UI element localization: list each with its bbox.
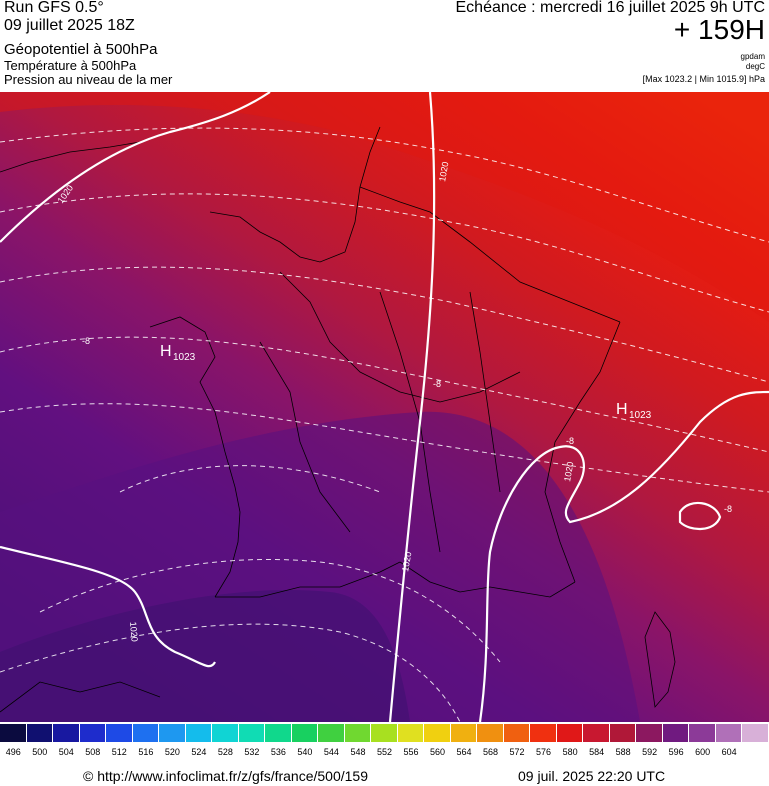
color-scale: [0, 724, 769, 744]
color-swatch: [397, 724, 425, 742]
high-pressure-symbol: H: [616, 401, 628, 418]
color-swatch: [238, 724, 266, 742]
color-scale-tick: 556: [403, 747, 419, 757]
color-scale-tick: 504: [58, 747, 74, 757]
color-swatch: [106, 724, 133, 742]
color-scale-tick: 584: [589, 747, 605, 757]
isotherms: [0, 127, 769, 722]
source-credit[interactable]: © http://www.infoclimat.fr/z/gfs/france/…: [83, 768, 368, 784]
isotherm-label: -8: [566, 436, 574, 446]
color-swatch: [556, 724, 584, 742]
color-scale-tick: 552: [376, 747, 392, 757]
geopotential-field-label: Géopotentiel à 500hPa: [4, 41, 158, 58]
color-swatch: [318, 724, 345, 742]
color-swatch: [132, 724, 160, 742]
coastline-borders: [0, 126, 676, 713]
color-swatch: [424, 724, 451, 742]
color-scale-tick: 500: [32, 747, 48, 757]
color-swatch: [185, 724, 213, 742]
color-scale-ticks: 496 500 504 508 512 516 520 524 528 532 536 540 544 5…: [0, 747, 769, 759]
temperature-unit: degC: [745, 62, 765, 71]
color-scale-tick: 544: [323, 747, 339, 757]
color-swatch: [0, 724, 27, 742]
color-swatch: [265, 724, 292, 742]
color-scale-tick: 520: [164, 747, 180, 757]
isobars: [0, 92, 769, 722]
color-scale-tick: 560: [429, 747, 446, 757]
temperature-field-label: Température à 500hPa: [4, 58, 137, 73]
color-swatch: [583, 724, 610, 742]
color-scale-tick: 524: [191, 747, 207, 757]
color-swatch: [530, 724, 557, 742]
color-swatch: [371, 724, 398, 742]
isotherm-label-group: -8 -8 -8 -8: [82, 336, 732, 514]
run-date: 09 juillet 2025 18Z: [4, 17, 135, 34]
isobar-label: 1020: [437, 161, 450, 182]
isobar-label: 1020: [128, 621, 140, 642]
color-scale-tick: 536: [270, 747, 286, 757]
color-scale-tick: 564: [456, 747, 472, 757]
pressure-range: [Max 1023.2 | Min 1015.9] hPa: [642, 74, 765, 84]
color-swatch: [159, 724, 186, 742]
isotherm-label: -8: [433, 379, 441, 389]
forecast-valid-time: Echéance : mercredi 16 juillet 2025 9h U…: [455, 0, 766, 16]
color-swatch: [503, 724, 531, 742]
color-scale-tick: 528: [217, 747, 233, 757]
isotherm-label: -8: [82, 336, 90, 346]
color-swatch: [477, 724, 504, 742]
color-scale-tick: 596: [668, 747, 684, 757]
color-scale-tick: 576: [536, 747, 552, 757]
color-swatch: [26, 724, 54, 742]
color-scale-tick: 508: [85, 747, 101, 757]
lead-time: + 159H: [673, 14, 765, 45]
isobar-label: 1020: [562, 461, 575, 482]
color-swatch: [609, 724, 637, 742]
color-swatch: [715, 724, 743, 742]
color-scale-tick-spacer: [742, 747, 769, 759]
color-scale-tick: 588: [615, 747, 631, 757]
color-scale-tick: 600: [695, 747, 711, 757]
color-swatch: [742, 724, 769, 742]
color-scale-tick: 532: [244, 747, 260, 757]
geopotential-band: [0, 590, 410, 722]
color-swatch: [636, 724, 663, 742]
color-scale-tick: 580: [562, 747, 578, 757]
forecast-map[interactable]: 1020 1020 1020 1020 1020 -8 -8 -8 -8 H 1023 H 1023: [0, 92, 769, 722]
color-scale-tick: 512: [111, 747, 127, 757]
isotherm-label: -8: [724, 504, 732, 514]
color-scale-tick: 548: [350, 747, 366, 757]
color-scale-tick: 604: [721, 747, 737, 757]
color-swatch: [53, 724, 80, 742]
color-swatch: [291, 724, 319, 742]
color-scale-tick: 496: [5, 747, 21, 757]
pressure-field-label: Pression au niveau de la mer: [4, 72, 173, 87]
geopotential-unit: gpdam: [740, 52, 765, 61]
color-scale-tick: 516: [138, 747, 154, 757]
color-swatch: [344, 724, 372, 742]
color-scale-tick: 540: [297, 747, 313, 757]
high-pressure-symbol: H: [160, 343, 172, 360]
color-swatch: [79, 724, 107, 742]
color-swatch: [450, 724, 478, 742]
color-scale-tick: 568: [483, 747, 499, 757]
high-pressure-value: 1023: [173, 352, 196, 363]
color-swatch: [662, 724, 690, 742]
isobar-label: 1020: [400, 551, 413, 572]
color-scale-tick: 592: [642, 747, 658, 757]
high-pressure-value: 1023: [629, 410, 652, 421]
run-model-label: Run GFS 0.5°: [4, 0, 104, 16]
color-swatch: [212, 724, 239, 742]
color-scale-tick: 572: [509, 747, 525, 757]
geopotential-band: [0, 92, 769, 322]
color-swatch: [689, 724, 716, 742]
generation-timestamp: 09 juil. 2025 22:20 UTC: [518, 768, 666, 784]
